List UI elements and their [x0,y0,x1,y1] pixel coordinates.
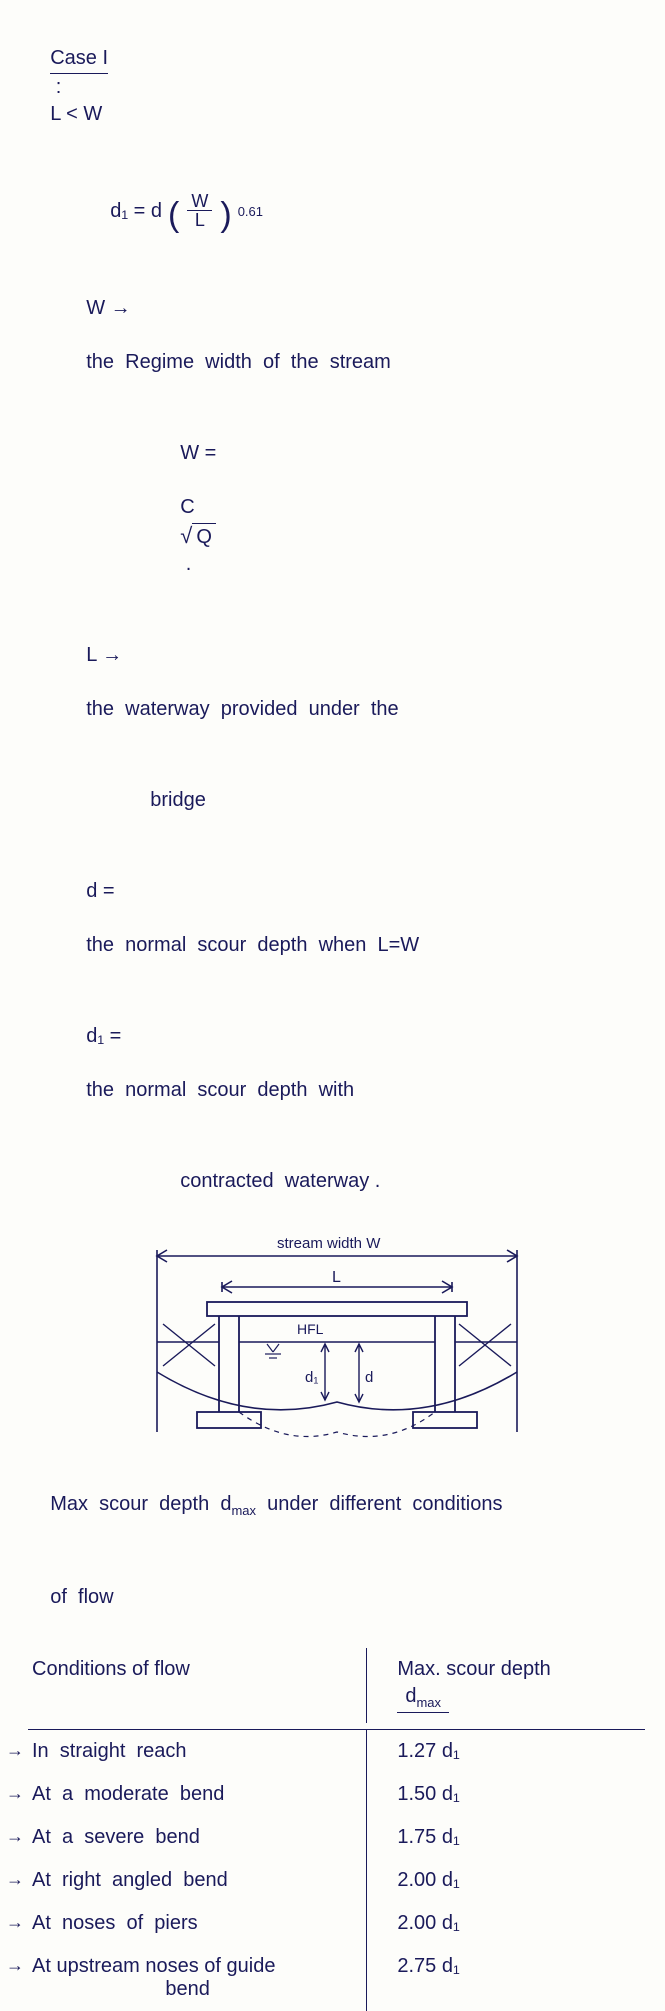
l-text-b: bridge [150,789,206,811]
condition-cell: At a severe bend [28,1816,367,1859]
d-text: the normal scour depth when L=W [86,934,419,956]
dmax-sub: max [231,1503,256,1518]
frac-num: W [187,192,212,211]
dmax-cell: 2.00 d₁ [367,1859,645,1902]
table-row: →At right angled bend2.00 d₁ [28,1859,645,1902]
table-row: →At noses of piers2.00 d₁ [28,1902,645,1945]
d1-eq: d₁ = [86,1025,121,1047]
dmax-cell: 1.50 d₁ [367,1773,645,1816]
dmax-cell: 2.75 d₁ [367,1945,645,2011]
d-depth-label: d [365,1369,373,1386]
formula-exponent: 0.61 [238,203,263,221]
w-text-a [86,324,97,346]
table-row: →At a severe bend1.75 d₁ [28,1816,645,1859]
scour-table: →In straight reach1.27 d₁→At a moderate … [28,1729,645,2011]
dmax-sym: d [405,1685,416,1707]
case-condition: L < W [50,103,102,125]
dmax-cell: 2.00 d₁ [367,1902,645,1945]
formula-d1: d₁ = d ( W L ) 0.61 [28,165,645,258]
condition-cell: In straight reach [28,1730,367,1773]
d1-text-a: the normal scour depth with [86,1079,354,1101]
condition-cell: At right angled bend [28,1859,367,1902]
arrow-right-icon: → [6,1869,24,1890]
arrow-right-icon: → [6,1826,24,1847]
d-eq: d = [86,880,114,902]
w-c [180,469,186,491]
w-arrow: W → [86,297,130,319]
dmax-cell: 1.75 d₁ [367,1816,645,1859]
condition-cell: At a moderate bend [28,1773,367,1816]
condition-cell: At noses of piers [28,1902,367,1945]
dmax-sym-sub: max [416,1695,441,1710]
formula-fraction: W L [187,192,212,231]
w-text-a2: the Regime width of the stream [86,351,391,373]
bridge-diagram: stream width W L [28,1232,645,1452]
condition-cell: At upstream noses of guide bend [28,1945,367,2011]
table-row: →At a moderate bend1.50 d₁ [28,1773,645,1816]
hfl-label: HFL [297,1321,324,1337]
arrow-right-icon: → [6,1955,24,1976]
arrow-right-icon: → [6,1912,24,1933]
d1-depth-label: d₁ [305,1369,318,1386]
sqrt-icon: √ [180,521,192,551]
arrow-right-icon: → [6,1740,24,1761]
formula-lhs: d₁ = d [110,198,162,225]
sqrt-arg: Q [192,523,216,551]
dmax-intro-a: Max scour depth d [50,1493,231,1515]
l-arrow: L → [86,644,122,666]
col-right-header-bottom: dmax [397,1685,449,1713]
d1-text-b: contracted waterway . [180,1170,380,1192]
dmax-intro-c: of flow [50,1586,113,1608]
col-right-header-top: Max. scour depth [397,1658,550,1680]
stream-width-label: stream width W [277,1235,381,1252]
l-dim-label: L [332,1269,341,1286]
table-row: →In straight reach1.27 d₁ [28,1730,645,1773]
arrow-right-icon: → [6,1783,24,1804]
w-eq: W = [180,442,216,464]
w-coeff: C [180,496,194,518]
case-colon: : [50,76,78,98]
col-left-header: Conditions of flow [32,1658,190,1680]
case-label: Case I [50,45,108,74]
dmax-cell: 1.27 d₁ [367,1730,645,1773]
period: . [180,553,191,575]
l-text-a: the waterway provided under the [86,698,398,720]
sqrt: √ Q [180,521,216,551]
table-row: →At upstream noses of guide bend2.75 d₁ [28,1945,645,2011]
dmax-intro-b: under different conditions [256,1493,502,1515]
frac-den: L [191,211,209,231]
